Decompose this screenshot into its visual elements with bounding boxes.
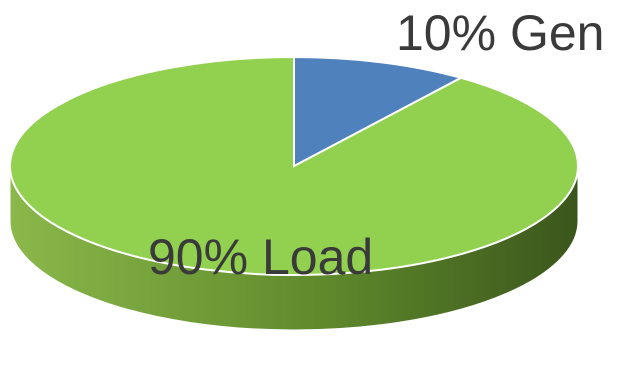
data-label-load: 90% Load: [148, 229, 373, 285]
pie-slice-gen: [293, 55, 464, 168]
data-label-gen: 10% Gen: [396, 5, 604, 61]
